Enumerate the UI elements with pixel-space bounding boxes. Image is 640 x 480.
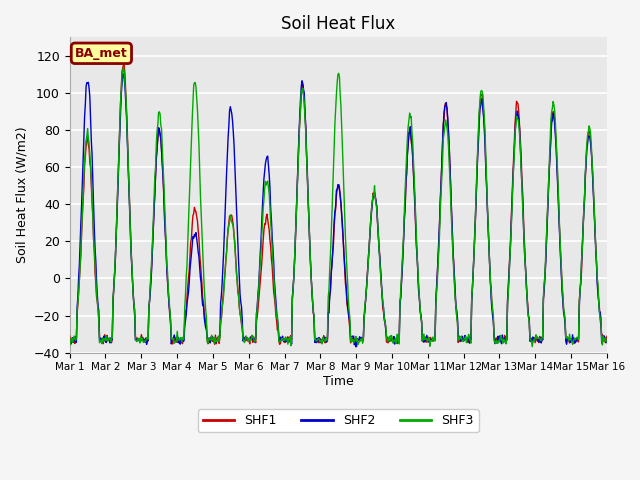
SHF3	[214, 333, 222, 339]
SHF3	[120, 64, 127, 70]
SHF2	[66, 341, 74, 347]
SHF1	[353, 344, 360, 349]
Title: Soil Heat Flux: Soil Heat Flux	[281, 15, 396, 33]
SHF2	[214, 337, 222, 343]
SHF2	[120, 71, 127, 77]
Line: SHF1: SHF1	[70, 65, 607, 347]
SHF3	[186, 176, 194, 181]
SHF3	[66, 343, 74, 348]
Line: SHF2: SHF2	[70, 74, 607, 347]
SHF1	[420, 335, 428, 341]
SHF2	[603, 338, 611, 344]
SHF2	[76, 262, 83, 268]
SHF1	[66, 333, 74, 339]
SHF2	[352, 344, 360, 350]
SHF3	[404, 124, 412, 130]
SHF1	[214, 336, 222, 342]
SHF2	[186, 267, 194, 273]
SHF3	[132, 336, 140, 342]
SHF3	[420, 331, 428, 337]
SHF2	[132, 337, 140, 343]
SHF1	[132, 333, 140, 339]
SHF3	[603, 339, 611, 345]
SHF2	[420, 336, 428, 342]
Line: SHF3: SHF3	[70, 67, 607, 347]
SHF1	[603, 334, 611, 339]
SHF1	[186, 253, 194, 259]
SHF1	[76, 279, 83, 285]
Y-axis label: Soil Heat Flux (W/m2): Soil Heat Flux (W/m2)	[15, 127, 28, 264]
SHF1	[120, 62, 127, 68]
Legend: SHF1, SHF2, SHF3: SHF1, SHF2, SHF3	[198, 409, 479, 432]
X-axis label: Time: Time	[323, 375, 354, 388]
SHF3	[76, 277, 83, 283]
SHF3	[529, 344, 536, 349]
Text: BA_met: BA_met	[75, 47, 128, 60]
SHF1	[405, 132, 413, 138]
SHF2	[405, 130, 413, 135]
